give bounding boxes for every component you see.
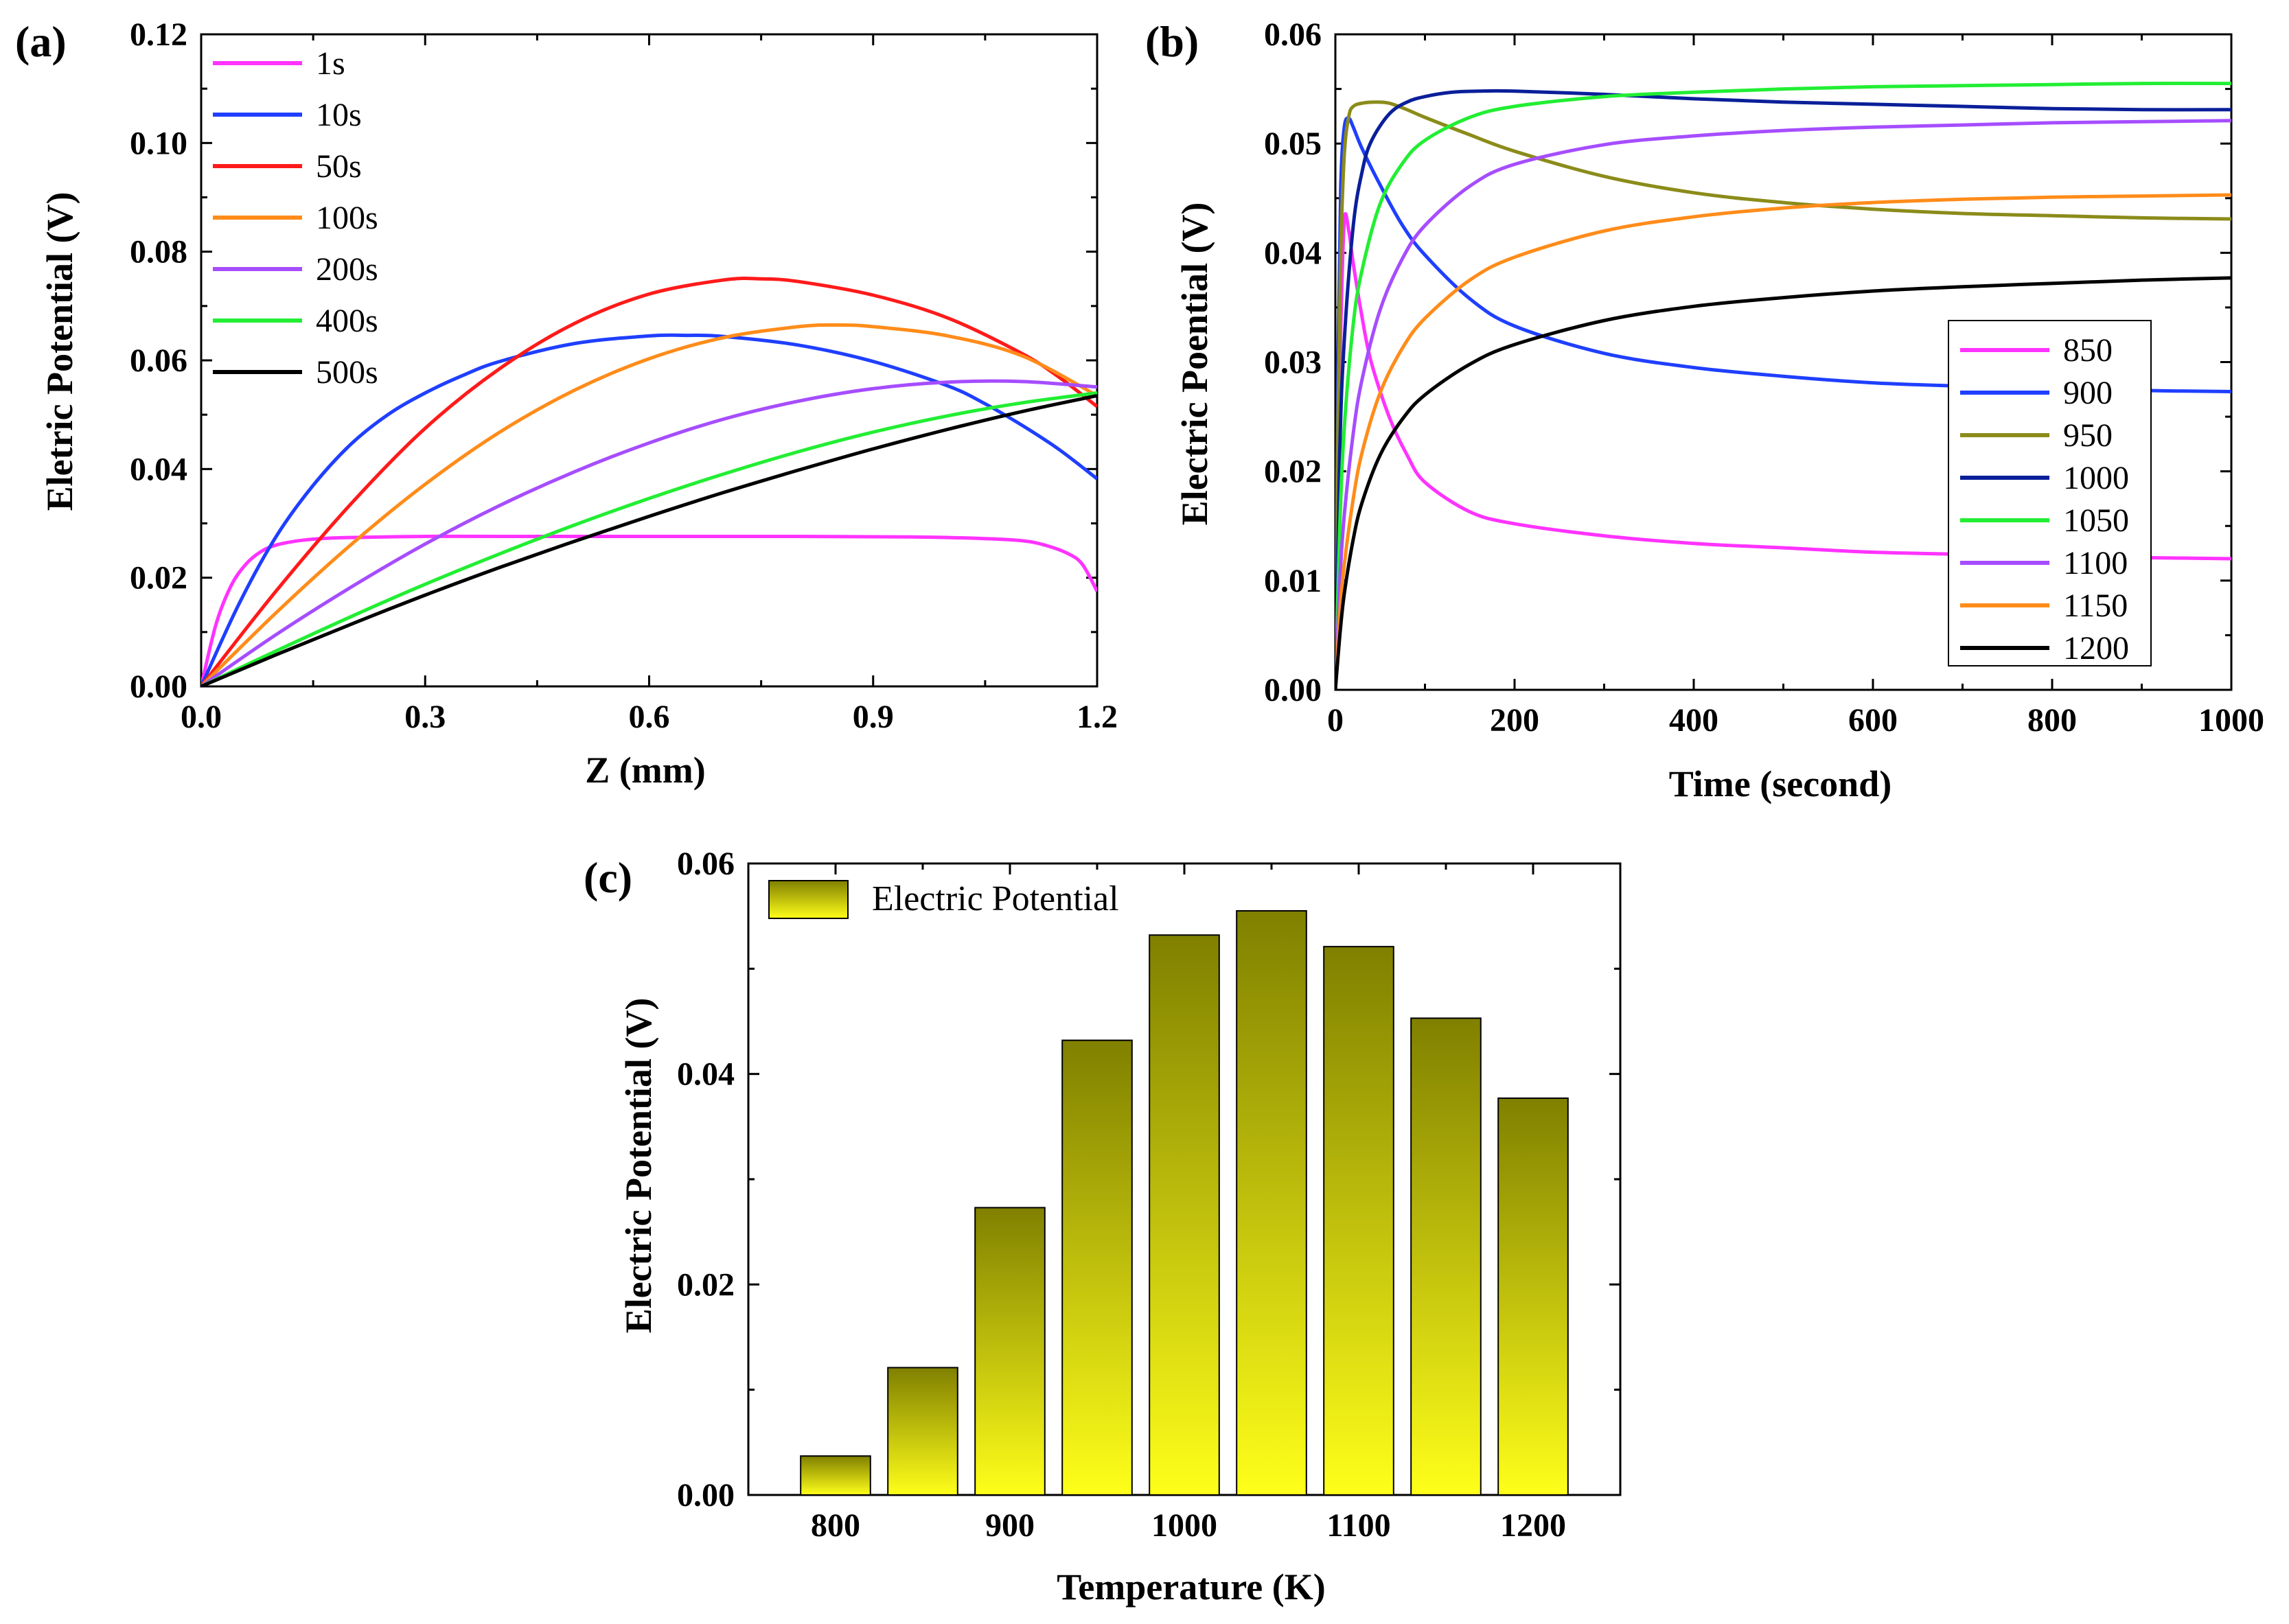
panel-c-plot: 0.00 0.02 0.04 0.06 800 900 1000 1100 1200 Electr… <box>677 846 1622 1544</box>
legend-label-200s: 200s <box>316 251 378 288</box>
x-tick-label: 0.9 <box>853 699 894 735</box>
y-tick-label: 0.12 <box>130 16 187 53</box>
panel-b-plot: 0.00 0.01 0.02 0.03 0.04 0.05 0.06 0 200 400 600 80… <box>1264 16 2264 739</box>
series-line-100s <box>201 323 1097 686</box>
y-tick-label: 0.00 <box>1264 672 1322 708</box>
series-line-950 <box>1335 100 2231 690</box>
y-tick-label: 0.04 <box>677 1056 735 1093</box>
bar-900 <box>974 1207 1046 1496</box>
series-line-1200 <box>1335 276 2231 690</box>
series-line-1s <box>201 534 1097 686</box>
x-tick-label: 800 <box>811 1507 860 1544</box>
panel-a-label: (a) <box>15 17 67 66</box>
series-line-200s <box>201 379 1097 686</box>
x-tick-label: 200 <box>1490 702 1539 739</box>
legend-label-1100: 1100 <box>2063 545 2128 581</box>
x-tick-label: 1000 <box>2198 702 2264 739</box>
bar-800 <box>800 1455 871 1496</box>
panel-a-chart: (a) Eletric Potential (V) Z (mm) 0.000.0… <box>15 16 1118 791</box>
x-tick-label: 0.0 <box>181 699 222 735</box>
x-tick-label: 600 <box>1848 702 1898 739</box>
series-group <box>201 277 1097 686</box>
bar-1050 <box>1236 910 1307 1496</box>
legend-label-400s: 400s <box>316 303 378 339</box>
series-line-1100 <box>1335 119 2231 690</box>
legend-label-1s: 1s <box>316 45 345 82</box>
x-tick-label: 0.6 <box>629 699 670 735</box>
panel-c-label: (c) <box>584 853 632 902</box>
x-tick-label: 900 <box>985 1507 1035 1544</box>
panel-b-label: (b) <box>1145 17 1199 66</box>
legend-label-900: 900 <box>2063 375 2113 411</box>
legend-label-500s: 500s <box>316 354 378 391</box>
y-tick-label: 0.00 <box>130 669 187 705</box>
x-tick-label: 0 <box>1327 702 1344 739</box>
y-tick-label: 0.06 <box>130 343 187 379</box>
x-tick-label: 1100 <box>1326 1507 1390 1544</box>
panel-b-ylabel: Electric Poential (V) <box>1174 202 1215 526</box>
bar-1150 <box>1410 1017 1482 1496</box>
y-tick-label: 0.06 <box>1264 16 1322 53</box>
y-tick-label: 0.02 <box>130 560 187 596</box>
panel-a-xlabel: Z (mm) <box>585 750 705 791</box>
y-tick-label: 0.04 <box>1264 235 1322 271</box>
legend-label-1150: 1150 <box>2063 588 2128 624</box>
bar-1100 <box>1323 946 1394 1496</box>
panel-b-chart: (b) Electric Poential (V) Time (second) … <box>1145 16 2264 804</box>
legend-label-1000: 1000 <box>2063 460 2129 496</box>
y-tick-label: 0.08 <box>130 234 187 270</box>
legend-label-50s: 50s <box>316 148 362 185</box>
legend-box <box>1948 320 2152 666</box>
series-line-50s <box>201 277 1097 686</box>
y-tick-label: 0.10 <box>130 125 187 161</box>
x-tick-label: 1200 <box>1500 1507 1566 1544</box>
series-line-10s <box>201 333 1097 686</box>
x-tick-label: 800 <box>2027 702 2077 739</box>
panel-c-xlabel: Temperature (K) <box>1057 1566 1325 1608</box>
panel-c-ylabel: Electric Potential (V) <box>618 998 659 1334</box>
y-tick-label: 0.06 <box>677 846 735 882</box>
legend-label-electric-potential: Electric Potential <box>872 879 1119 918</box>
series-line-1150 <box>1335 193 2231 690</box>
panel-a-ylabel: Eletric Potential (V) <box>39 192 80 511</box>
panel-a-plot: 0.00 0.02 0.04 0.06 0.08 0.10 0.12 0.0 0.3 0.6 0.9… <box>130 16 1118 735</box>
legend-label-100s: 100s <box>316 200 378 236</box>
legend-label-1050: 1050 <box>2063 502 2129 539</box>
series-line-400s <box>201 391 1097 686</box>
legend-label-10s: 10s <box>316 97 362 133</box>
legend-swatch-electric-potential <box>768 880 849 919</box>
y-tick-label: 0.04 <box>130 451 187 487</box>
bar-850 <box>887 1367 958 1496</box>
y-tick-label: 0.01 <box>1264 563 1322 599</box>
panel-c-chart: (c) Electric Potential (V) Temperature (… <box>584 846 1622 1608</box>
bar-1000 <box>1149 934 1220 1496</box>
y-tick-label: 0.02 <box>677 1266 735 1303</box>
x-tick-label: 0.3 <box>404 699 446 735</box>
bar-1200 <box>1497 1097 1569 1496</box>
legend-label-1200: 1200 <box>2063 630 2129 666</box>
x-tick-label: 1000 <box>1151 1507 1217 1544</box>
series-line-500s <box>201 394 1097 686</box>
x-tick-label: 400 <box>1669 702 1718 739</box>
y-tick-label: 0.03 <box>1264 345 1322 381</box>
legend-label-950: 950 <box>2063 417 2113 454</box>
x-tick-label: 1.2 <box>1077 699 1118 735</box>
y-tick-label: 0.00 <box>677 1477 735 1513</box>
y-tick-label: 0.05 <box>1264 126 1322 162</box>
panel-b-xlabel: Time (second) <box>1669 763 1891 804</box>
series-line-1000 <box>1335 89 2231 690</box>
y-tick-label: 0.02 <box>1264 454 1322 490</box>
legend-label-850: 850 <box>2063 332 2113 369</box>
series-line-1050 <box>1335 82 2231 690</box>
bar-950 <box>1061 1039 1133 1496</box>
